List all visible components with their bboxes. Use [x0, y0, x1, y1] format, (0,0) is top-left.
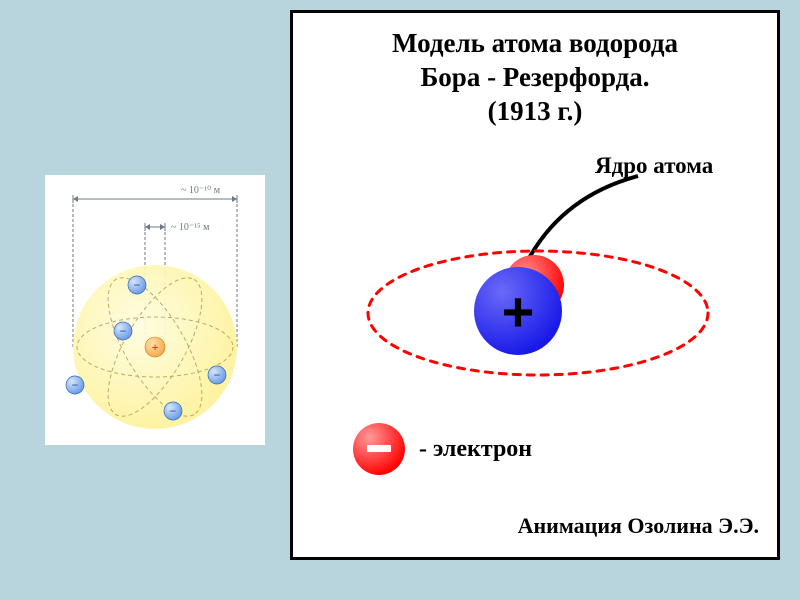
svg-text:+: + [152, 340, 159, 354]
credit-text: Анимация Озолина Э.Э. [518, 513, 759, 539]
orbit-svg: + [293, 203, 783, 433]
svg-text:~ 10⁻¹⁵ м: ~ 10⁻¹⁵ м [171, 222, 210, 233]
title-line-3: (1913 г.) [303, 95, 767, 129]
svg-text:+: + [502, 280, 535, 343]
title-line-1: Модель атома водорода [303, 27, 767, 61]
svg-text:−: − [120, 324, 127, 338]
svg-text:−: − [134, 278, 141, 292]
electron-label: - электрон [419, 436, 532, 463]
orbit-area: + [293, 203, 777, 433]
svg-text:~ 10⁻¹⁰ м: ~ 10⁻¹⁰ м [181, 185, 221, 196]
electron-legend: - электрон [351, 421, 532, 477]
title-line-2: Бора - Резерфорда. [303, 61, 767, 95]
right-title: Модель атома водорода Бора - Резерфорда.… [303, 27, 767, 128]
right-bohr-panel: Модель атома водорода Бора - Резерфорда.… [290, 10, 780, 560]
left-atom-svg: ~ 10⁻¹⁰ м ~ 10⁻¹⁵ м + − − − − − [45, 175, 265, 445]
svg-text:−: − [214, 368, 221, 382]
left-atom-panel: ~ 10⁻¹⁰ м ~ 10⁻¹⁵ м + − − − − − [45, 175, 265, 445]
svg-text:−: − [72, 378, 79, 392]
electron-icon [351, 421, 407, 477]
svg-text:−: − [170, 404, 177, 418]
